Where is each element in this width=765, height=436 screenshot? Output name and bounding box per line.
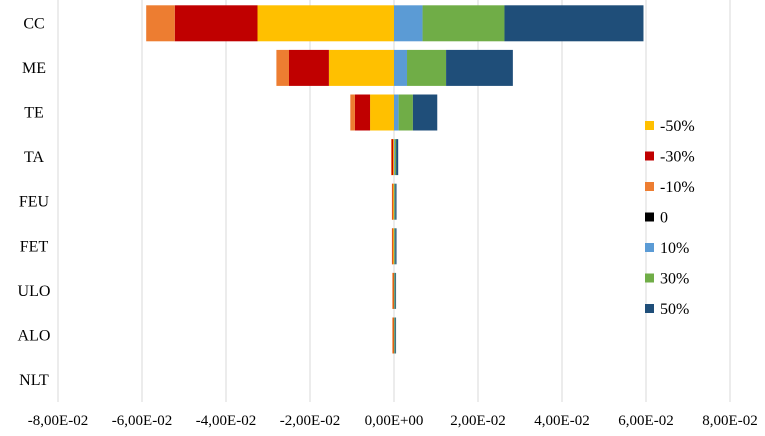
- bar-cc-50pct: [504, 5, 644, 42]
- bar-cc-10pct: [394, 5, 423, 42]
- legend-item: -10%: [645, 179, 695, 196]
- bar-te-50pct: [412, 94, 438, 131]
- bar-me--50pct: [328, 49, 394, 86]
- bar-te--50pct: [370, 94, 394, 131]
- bar-me-50pct: [446, 49, 513, 86]
- legend-label: 0: [660, 210, 668, 227]
- category-label: TE: [24, 105, 44, 122]
- category-labels: CC ME TE TA FEU FET ULO ALO NLT: [18, 15, 51, 389]
- bar-alo-30pct: [394, 317, 396, 354]
- bar-fet-50pct: [395, 228, 397, 265]
- bars: [146, 5, 644, 354]
- legend-item: 30%: [645, 271, 689, 288]
- bar-me-30pct: [407, 49, 447, 86]
- legend-swatch: [645, 243, 654, 252]
- bar-ulo-50pct: [395, 272, 397, 309]
- legend-label: -30%: [660, 149, 695, 166]
- bar-alo--10pct: [392, 317, 394, 354]
- legend-label: -50%: [660, 118, 695, 135]
- bar-te--10pct: [350, 94, 355, 131]
- x-tick-label: -8,00E-02: [28, 413, 88, 429]
- category-label: TA: [24, 149, 44, 166]
- bar-feu-50pct: [395, 183, 397, 220]
- bar-fet--30pct: [392, 228, 394, 265]
- bar-cc--10pct: [146, 5, 175, 42]
- bar-alo-50pct: [395, 317, 397, 354]
- bar-ta-50pct: [396, 139, 399, 176]
- legend-swatch: [645, 182, 654, 191]
- x-tick-label: -2,00E-02: [280, 413, 340, 429]
- category-label: ME: [22, 60, 46, 77]
- bar-te-10pct: [394, 94, 399, 131]
- bar-feu--10pct: [391, 183, 393, 220]
- category-label: NLT: [19, 372, 49, 389]
- bar-ta-10pct: [394, 139, 395, 176]
- bar-ulo--50pct: [393, 272, 395, 309]
- bar-ulo--10pct: [392, 272, 394, 309]
- bar-fet-10pct: [394, 228, 395, 265]
- bar-ta--30pct: [391, 139, 394, 176]
- bar-me--30pct: [289, 49, 329, 86]
- bar-alo--30pct: [392, 317, 394, 354]
- category-label: CC: [23, 15, 44, 32]
- legend-label: 30%: [660, 271, 689, 288]
- legend-item: -30%: [645, 149, 695, 166]
- bar-ta--50pct: [393, 139, 394, 176]
- legend-swatch: [645, 273, 654, 283]
- bar-alo--50pct: [393, 317, 395, 354]
- category-label: ULO: [18, 283, 51, 300]
- bar-cc--50pct: [257, 5, 394, 42]
- legend: -50% -30% -10% 0 10% 30% 50%: [645, 118, 695, 318]
- legend-item: 10%: [645, 240, 689, 257]
- x-tick-label: 0,00E+00: [365, 413, 424, 429]
- legend-label: -10%: [660, 179, 695, 196]
- x-tick-label: 2,00E-02: [450, 413, 505, 429]
- legend-item: -50%: [645, 118, 695, 135]
- legend-swatch: [645, 304, 654, 313]
- bar-feu--50pct: [393, 183, 394, 220]
- x-axis-ticks: -8,00E-02 -6,00E-02 -4,00E-02 -2,00E-02 0,00…: [28, 413, 758, 429]
- bar-me-10pct: [394, 49, 408, 86]
- bar-te-30pct: [398, 94, 413, 131]
- bar-feu-10pct: [394, 183, 395, 220]
- bar-te--30pct: [354, 94, 371, 131]
- bar-ta-30pct: [394, 139, 397, 176]
- bar-me--10pct: [276, 49, 289, 86]
- bar-ta--10pct: [391, 139, 392, 176]
- bar-ulo--30pct: [392, 272, 394, 309]
- legend-swatch: [645, 212, 654, 222]
- legend-swatch: [645, 151, 654, 161]
- category-label: FEU: [19, 194, 50, 211]
- x-tick-label: 8,00E-02: [702, 413, 757, 429]
- bar-feu-30pct: [394, 183, 396, 220]
- category-label: FET: [20, 238, 49, 255]
- x-tick-label: 4,00E-02: [534, 413, 589, 429]
- bar-cc--30pct: [174, 5, 258, 42]
- bar-ulo-30pct: [394, 272, 396, 309]
- bar-feu--30pct: [392, 183, 394, 220]
- legend-swatch: [645, 121, 654, 130]
- bar-fet--10pct: [391, 228, 393, 265]
- x-tick-label: -6,00E-02: [112, 413, 172, 429]
- category-label: ALO: [18, 328, 51, 345]
- bar-ulo-10pct: [394, 272, 395, 309]
- x-tick-label: -4,00E-02: [196, 413, 256, 429]
- x-tick-label: 6,00E-02: [618, 413, 673, 429]
- bar-fet--50pct: [393, 228, 394, 265]
- legend-label: 50%: [660, 301, 689, 318]
- bar-fet-30pct: [394, 228, 396, 265]
- bar-alo-10pct: [394, 317, 395, 354]
- legend-label: 10%: [660, 240, 689, 257]
- bar-cc-30pct: [422, 5, 505, 42]
- legend-item: 50%: [645, 301, 689, 318]
- legend-item: 0: [645, 210, 668, 227]
